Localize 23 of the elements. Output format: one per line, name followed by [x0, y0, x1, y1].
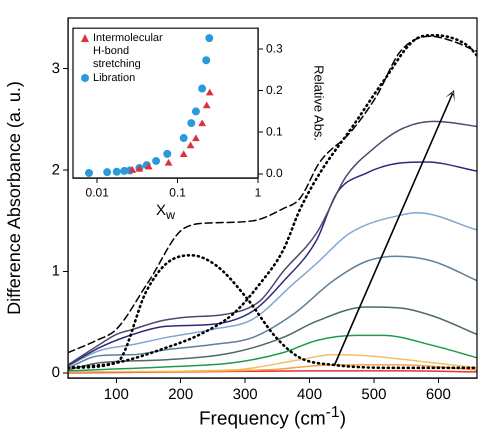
x-tick-label: 500: [361, 386, 386, 404]
y-tick-label: 0.3: [266, 41, 284, 56]
legend-label: Libration: [93, 72, 136, 86]
x-tick-label: 400: [297, 386, 322, 404]
y-axis-title: Difference Absorbance (a. u.): [4, 81, 24, 315]
y-axis-title: Relative Abs.: [312, 65, 327, 142]
x-axis-title: Frequency (cm$^{-1}$): [198, 404, 346, 430]
y-tick-label: 0.2: [266, 82, 284, 97]
y-tick-label: 0.0: [266, 166, 284, 180]
y-tick-label: 2: [52, 161, 60, 178]
x-tick-label: 100: [104, 386, 129, 404]
x-tick-label: 600: [426, 386, 451, 404]
x-tick-label: 200: [168, 386, 194, 404]
y-tick-label: 3: [52, 60, 60, 77]
y-tick-label: 0.1: [266, 124, 284, 139]
y-tick-label: 0: [52, 364, 60, 382]
legend-label: Intermolecular H-bond stretching: [93, 32, 164, 72]
x-axis-title: X$_{w}$: [156, 202, 176, 222]
x-tick-label: 1: [254, 186, 262, 200]
x-tick-label: 300: [232, 386, 258, 404]
x-tick-label: 0.01: [86, 186, 110, 200]
y-tick-label: 1: [52, 262, 60, 280]
x-tick-label: 0.1: [169, 186, 186, 200]
